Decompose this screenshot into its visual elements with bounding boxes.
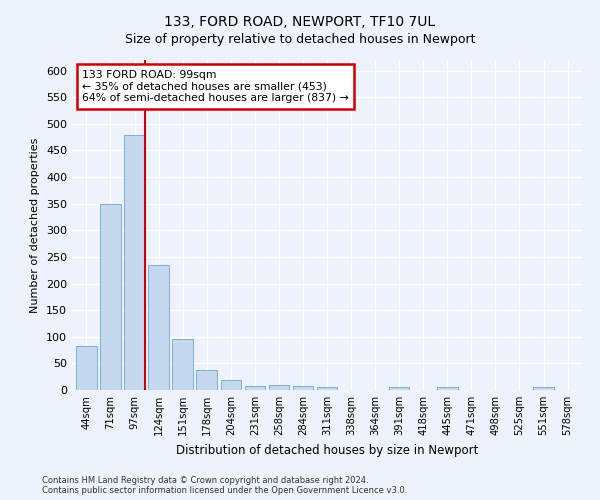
Bar xyxy=(437,387,458,390)
Bar xyxy=(389,387,409,390)
Bar xyxy=(533,387,554,390)
Bar xyxy=(293,386,313,390)
Text: 133, FORD ROAD, NEWPORT, TF10 7UL: 133, FORD ROAD, NEWPORT, TF10 7UL xyxy=(164,15,436,29)
Bar xyxy=(196,370,217,390)
Bar xyxy=(124,134,145,390)
Text: Contains HM Land Registry data © Crown copyright and database right 2024.
Contai: Contains HM Land Registry data © Crown c… xyxy=(42,476,407,495)
Text: 133 FORD ROAD: 99sqm
← 35% of detached houses are smaller (453)
64% of semi-deta: 133 FORD ROAD: 99sqm ← 35% of detached h… xyxy=(82,70,349,103)
Text: Size of property relative to detached houses in Newport: Size of property relative to detached ho… xyxy=(125,32,475,46)
Bar xyxy=(76,346,97,390)
Bar xyxy=(221,380,241,390)
Bar xyxy=(269,385,289,390)
X-axis label: Distribution of detached houses by size in Newport: Distribution of detached houses by size … xyxy=(176,444,478,456)
Y-axis label: Number of detached properties: Number of detached properties xyxy=(31,138,40,312)
Bar xyxy=(172,339,193,390)
Bar xyxy=(317,388,337,390)
Bar xyxy=(148,265,169,390)
Bar xyxy=(245,386,265,390)
Bar xyxy=(100,204,121,390)
